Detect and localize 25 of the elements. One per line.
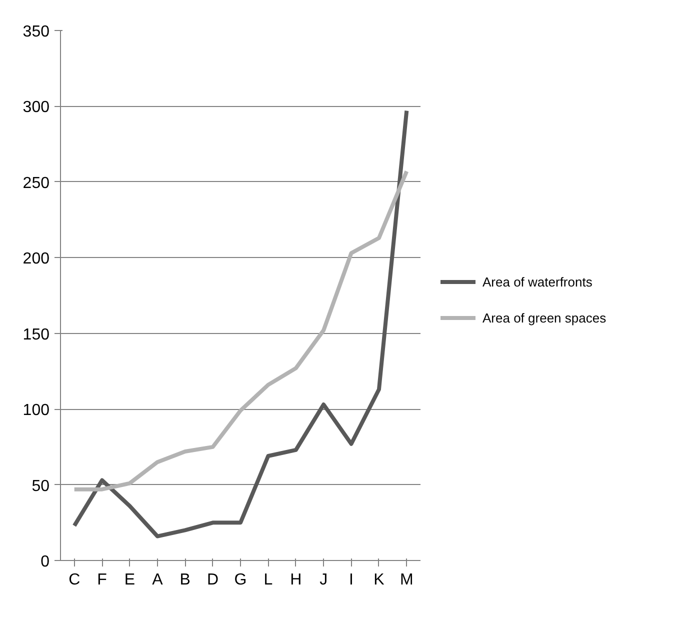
- x-tick-label: G: [234, 572, 247, 588]
- x-tick-label: B: [180, 572, 190, 588]
- y-tick-label: 0: [40, 554, 50, 570]
- y-tick-label: 150: [22, 326, 50, 344]
- y-tick-label: 100: [22, 402, 50, 420]
- y-tick-label: 350: [22, 24, 50, 40]
- x-tick-label: I: [349, 572, 354, 588]
- y-tick-label: 200: [22, 250, 50, 268]
- x-tick-label: M: [400, 572, 414, 588]
- x-tick-label: J: [320, 572, 328, 588]
- legend-label: Area of green spaces: [482, 310, 607, 326]
- x-tick-label: E: [124, 572, 136, 588]
- y-tick-label: 300: [22, 99, 50, 116]
- x-tick-label: L: [264, 572, 273, 588]
- line-series: [72, 169, 409, 492]
- x-tick-label: H: [290, 572, 302, 588]
- x-tick-label: C: [68, 572, 80, 588]
- x-tick-label: D: [207, 572, 219, 588]
- line-series: [72, 108, 409, 538]
- y-tick-label: 250: [22, 174, 50, 192]
- y-tick-label: 50: [32, 478, 50, 495]
- x-tick-label: F: [97, 572, 108, 588]
- legend-label: Area of waterfronts: [482, 274, 593, 290]
- x-tick-label: A: [152, 572, 164, 588]
- x-tick-label: K: [374, 572, 385, 588]
